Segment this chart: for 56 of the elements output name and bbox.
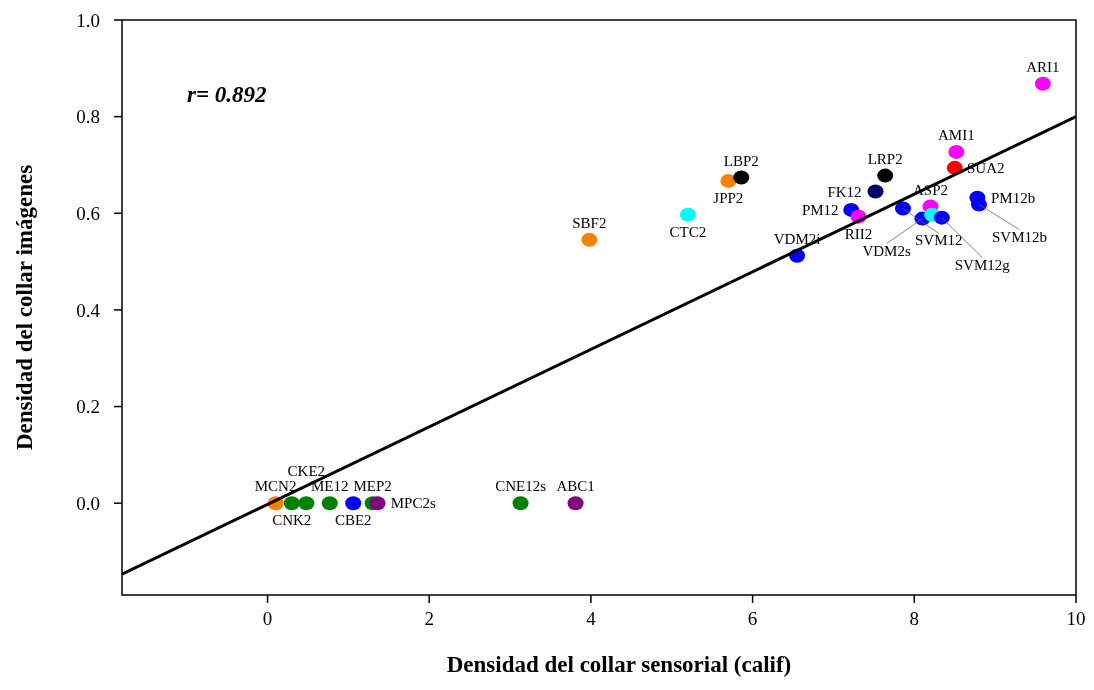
y-tick-label: 0.8: [76, 106, 100, 128]
y-tick-label: 0.6: [76, 202, 100, 224]
y-tick-label: 0.0: [76, 492, 100, 514]
annotation: PM12b: [991, 189, 1036, 206]
point: [720, 173, 737, 188]
x-axis-title: Densidad del collar sensorial (calif): [446, 652, 792, 677]
annotation: MEP2: [353, 478, 392, 495]
point: [948, 144, 965, 159]
x-tick-label: 4: [586, 608, 597, 629]
point: [733, 170, 750, 185]
point: [933, 210, 950, 225]
annotation: PM12: [801, 201, 839, 218]
annotation: ME12: [311, 478, 349, 495]
point: [877, 168, 894, 183]
annotation: ARI1: [1026, 58, 1060, 75]
y-tick-label: 0.2: [76, 396, 100, 418]
point: [512, 496, 529, 511]
annotation: LBP2: [723, 152, 759, 169]
point: [894, 201, 911, 216]
annotation: MPC2s: [390, 495, 436, 512]
point: [345, 496, 362, 511]
annotation: VDM2s: [862, 242, 911, 259]
x-tick-label: 0: [262, 608, 273, 629]
annotation: CTC2: [669, 223, 707, 240]
annotation: SBF2: [572, 214, 607, 231]
x-tick-label: 6: [747, 608, 758, 629]
point: [283, 496, 300, 511]
annotation: LRP2: [867, 150, 903, 167]
annotation: SVM12g: [954, 256, 1011, 273]
annotation: RII2: [844, 225, 873, 242]
annotation: AMI1: [938, 126, 975, 143]
annotation: FK12: [827, 183, 862, 200]
annotation: SVM12: [914, 232, 963, 249]
annotation: CKE2: [287, 463, 326, 480]
point: [867, 184, 884, 199]
y-tick-label: 1.0: [76, 9, 100, 31]
x-tick-label: 8: [909, 608, 920, 629]
annotation: MCN2: [254, 478, 297, 495]
x-tick-label: 2: [424, 608, 434, 629]
annotation: JPP2: [713, 189, 744, 206]
annotation: r= 0.892: [187, 82, 267, 107]
y-axis-title: Densidad del collar imágenes: [12, 164, 37, 451]
point: [581, 232, 598, 247]
annotation: CBE2: [334, 512, 372, 529]
x-tick-label: 10: [1066, 608, 1086, 629]
point: [567, 496, 584, 511]
annotation: SVM12b: [991, 228, 1047, 245]
point: [298, 496, 315, 511]
point: [321, 496, 338, 511]
annotation: CNE12s: [495, 478, 547, 495]
y-tick-label: 0.4: [76, 299, 101, 321]
annotation: CNK2: [272, 512, 312, 529]
annotation: ABC1: [556, 478, 595, 495]
point: [369, 496, 386, 511]
point: [679, 207, 696, 222]
point: [1034, 76, 1051, 91]
